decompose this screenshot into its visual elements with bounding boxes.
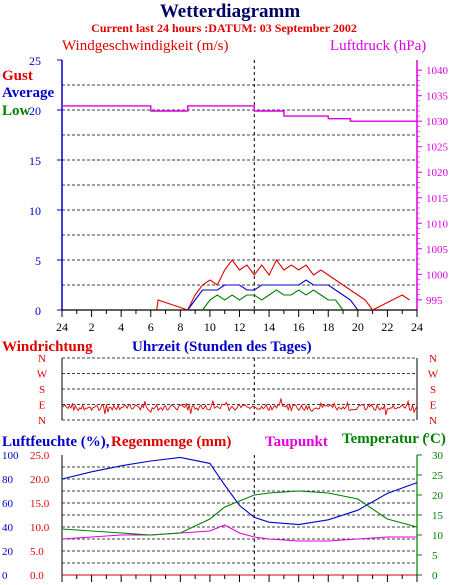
- pressure-y-tick-label: 1015: [426, 193, 449, 205]
- time-x-tick-label: 4: [118, 320, 124, 334]
- temperature-y-tick-label: 30: [432, 450, 444, 462]
- pressure-y-tick-label: 1020: [426, 167, 449, 179]
- series-line-wind-direction: [61, 398, 418, 416]
- pressure-y-tick-label: 1005: [426, 244, 449, 256]
- temperature-unit: °C): [424, 431, 446, 447]
- pressure-y-tick-label: 1030: [426, 116, 449, 128]
- time-x-tick-label: 6: [148, 320, 154, 334]
- series-line-gust: [156, 258, 410, 311]
- wind-chart-series: [62, 105, 417, 311]
- time-x-tick-label: 18: [322, 320, 334, 334]
- pressure-y-tick-label: 1035: [426, 91, 449, 103]
- pressure-y-tick-label: 1000: [426, 269, 449, 281]
- legend-gust: Gust: [2, 68, 33, 84]
- series-line-temperatur-c-: [61, 490, 418, 536]
- temperature-y-tick-label: 15: [432, 510, 444, 522]
- series-line-luftfeuchte-: [61, 456, 418, 526]
- pressure-y-tick-label: 1040: [426, 65, 449, 77]
- legend-low: Low: [2, 103, 31, 119]
- time-x-tick-label: 8: [177, 320, 183, 334]
- time-x-tick-label: 24: [411, 320, 423, 334]
- direction-chart-series: [61, 398, 418, 416]
- direction-chart-grid: [61, 357, 418, 421]
- rain-y-tick-label: 15.0: [30, 498, 50, 510]
- temperature-y-tick-label: 25: [432, 470, 444, 482]
- time-x-tick-label: 24: [56, 320, 68, 334]
- pressure-y-tick-label: 1025: [426, 142, 449, 154]
- direction-y-tick-label-left: N: [38, 415, 46, 427]
- time-x-tick-label: 12: [234, 320, 246, 334]
- rain-title: Regenmenge (mm): [111, 434, 231, 450]
- rain-y-tick-label: 10.0: [30, 522, 50, 534]
- direction-y-tick-label-left: N: [38, 353, 46, 365]
- legend-average: Average: [2, 85, 55, 101]
- pressure-title: Luftdruck (hPa): [330, 38, 426, 54]
- wind-chart-ticks: 0510152025995100010051010101510201025103…: [29, 54, 449, 334]
- direction-y-tick-label-right: N: [429, 415, 437, 427]
- humidity-chart-grid: [61, 455, 418, 576]
- humidity-chart-ticks: 0 0.0 20 5.0 40 10.0 60 15.0 80 20.0 100 25.0 0 5 10 15…: [2, 450, 444, 582]
- pressure-y-tick-label: 995: [426, 295, 443, 307]
- wind-y-tick-label: 0: [35, 304, 41, 318]
- direction-y-tick-label-right: N: [429, 353, 437, 365]
- direction-y-tick-label-right: S: [430, 384, 436, 396]
- temperature-y-tick-label: 20: [432, 490, 444, 502]
- temperature-y-tick-label: 5: [432, 550, 438, 562]
- time-x-tick-label: 22: [381, 320, 393, 334]
- direction-y-tick-label-right: E: [430, 400, 437, 412]
- wind-y-tick-label: 15: [29, 154, 41, 168]
- pressure-y-tick-label: 1010: [426, 218, 449, 230]
- time-x-tick-label: 20: [352, 320, 364, 334]
- humidity-y-tick-label: 40: [2, 522, 14, 534]
- temperature-y-tick-label: 0: [432, 570, 438, 582]
- direction-y-tick-label-left: E: [39, 400, 46, 412]
- humidity-y-tick-label: 80: [2, 474, 14, 486]
- direction-y-tick-label-right: W: [428, 369, 439, 381]
- series-line-taupunkt: [61, 524, 417, 542]
- humidity-y-tick-label: 60: [2, 498, 14, 510]
- humidity-chart-series: [61, 456, 418, 576]
- wind-y-tick-label: 5: [35, 254, 41, 268]
- humidity-y-tick-label: 0: [2, 570, 8, 582]
- time-axis-label: Uhrzeit (Stunden des Tages): [132, 339, 312, 355]
- wind-y-tick-label: 20: [29, 104, 41, 118]
- humidity-y-tick-label: 100: [2, 450, 19, 462]
- time-x-tick-label: 14: [263, 320, 275, 334]
- direction-y-tick-label-left: S: [39, 384, 45, 396]
- dewpoint-title: Taupunkt: [265, 434, 328, 450]
- time-x-tick-label: 10: [204, 320, 216, 334]
- series-line-low: [202, 289, 344, 311]
- series-line-luftdruck-hpa-: [62, 105, 417, 122]
- temperature-y-tick-label: 10: [432, 530, 444, 542]
- humidity-y-tick-label: 20: [2, 546, 14, 558]
- time-x-tick-label: 2: [89, 320, 95, 334]
- direction-chart-ticks: N NW WS SE EN N: [37, 353, 439, 427]
- direction-y-tick-label-left: W: [37, 369, 48, 381]
- wind-speed-title: Windgeschwindigkeit (m/s): [62, 38, 228, 54]
- humidity-title: Luftfeuchte (%),: [2, 434, 110, 450]
- wind-chart-grid: [62, 60, 417, 310]
- series-line-average: [187, 279, 359, 311]
- temperature-title: Temperatur (: [342, 431, 427, 447]
- rain-y-tick-label: 5.0: [30, 546, 44, 558]
- rain-y-tick-label: 25.0: [30, 450, 50, 462]
- page-subtitle: Current last 24 hours :DATUM: 03 Septemb…: [91, 21, 357, 35]
- time-x-tick-label: 16: [293, 320, 305, 334]
- wind-direction-title: Windrichtung: [2, 339, 93, 355]
- rain-y-tick-label: 0.0: [30, 570, 44, 582]
- rain-y-tick-label: 20.0: [30, 474, 50, 486]
- wind-y-tick-label: 10: [29, 204, 41, 218]
- wind-y-tick-label: 25: [29, 54, 41, 68]
- page-title: Wetterdiagramm: [160, 1, 301, 22]
